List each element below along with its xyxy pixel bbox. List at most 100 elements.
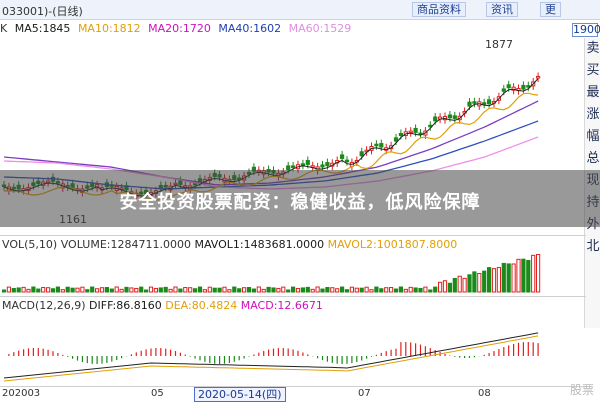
dea-value: DEA:80.4824 xyxy=(165,299,237,312)
macd-bar xyxy=(293,349,294,356)
volume-bar xyxy=(429,290,432,292)
north-tab[interactable]: 北 xyxy=(585,236,600,258)
volume-bar xyxy=(56,287,59,292)
volume-bar xyxy=(306,287,309,292)
axis-divider xyxy=(0,386,586,387)
rise-tab[interactable]: 涨 xyxy=(585,104,600,126)
divider xyxy=(0,235,586,236)
volume-bar xyxy=(213,288,216,292)
watermark: 股票 xyxy=(570,381,594,398)
volume-bar xyxy=(27,289,30,292)
vol-label: VOL(5,10) xyxy=(2,238,57,251)
high-price-label: 1877 xyxy=(485,38,513,51)
volume-bar xyxy=(272,288,275,292)
volume-bar xyxy=(365,287,368,292)
macd-bar xyxy=(327,356,328,362)
volume-bar xyxy=(7,287,10,292)
macd-bar xyxy=(38,348,39,356)
macd-chart xyxy=(0,312,586,386)
volume-bar xyxy=(502,263,505,292)
macd-bar xyxy=(229,356,230,363)
macd-bar xyxy=(155,348,156,356)
macd-bar xyxy=(351,356,352,363)
candle xyxy=(292,166,295,168)
candle xyxy=(453,116,456,119)
product-info-button[interactable]: 商品资料 xyxy=(412,2,466,17)
volume-bar xyxy=(296,288,299,292)
macd-bar xyxy=(513,344,514,356)
volume-bar xyxy=(100,288,103,292)
macd-bar xyxy=(268,350,269,356)
macd-bar xyxy=(337,356,338,364)
volume-bar xyxy=(458,276,461,292)
volume-legend: VOL(5,10) VOLUME:1284711.0000 MAVOL1:148… xyxy=(2,238,457,252)
macd-bar xyxy=(376,355,377,356)
volume-bar xyxy=(497,268,500,292)
macd-bar xyxy=(52,351,53,356)
macd-bar xyxy=(13,352,14,356)
volume-bar xyxy=(409,287,412,292)
volume-bar xyxy=(468,275,471,292)
macd-bar xyxy=(185,355,186,356)
volume-bar xyxy=(316,287,319,292)
macd-legend: MACD(12,26,9) DIFF:86.8160 DEA:80.4824 M… xyxy=(2,299,323,313)
volume-bar xyxy=(51,289,54,292)
macd-bar xyxy=(33,348,34,356)
volume-bar xyxy=(488,268,491,292)
macd-bar xyxy=(180,353,181,356)
volume-bar xyxy=(453,279,456,292)
ma20-label: MA20:1720 xyxy=(148,22,211,35)
volume-bar xyxy=(238,289,241,292)
volume-bar xyxy=(120,289,123,292)
title-bar: 033001)-(日线) 商品资料 资讯 更 xyxy=(0,0,600,20)
total-tab[interactable]: 总 xyxy=(585,148,600,170)
news-button[interactable]: 资讯 xyxy=(486,2,518,17)
volume-bar xyxy=(71,288,74,292)
volume-bar xyxy=(115,287,118,292)
volume-bar xyxy=(292,287,295,292)
volume-bar xyxy=(448,283,451,292)
volume-bar xyxy=(424,287,427,292)
volume-bar xyxy=(194,289,197,292)
volume-bar xyxy=(17,288,20,292)
ma40-label: MA40:1602 xyxy=(218,22,281,35)
macd-bar xyxy=(489,353,490,356)
macd-bar xyxy=(430,348,431,356)
macd-bar xyxy=(204,356,205,362)
macd-bar xyxy=(77,356,78,361)
candle xyxy=(326,163,329,166)
macd-bar xyxy=(322,356,323,360)
macd-bar xyxy=(239,356,240,360)
macd-bar xyxy=(283,348,284,356)
x-label-08: 08 xyxy=(478,388,491,399)
volume-bar xyxy=(159,288,162,292)
volume-bar xyxy=(223,287,226,292)
volume-value: VOLUME:1284711.0000 xyxy=(61,238,191,251)
dea-line xyxy=(4,336,538,381)
banner-title: 安全投资股票配资：稳健收益，低风险保障 xyxy=(0,188,600,214)
macd-bar xyxy=(170,350,171,356)
volume-bar xyxy=(341,287,344,292)
volume-bar xyxy=(130,288,133,292)
price-scale-box[interactable]: 1900 xyxy=(572,23,598,37)
sell-tab[interactable]: 卖 xyxy=(585,38,600,60)
volume-bar xyxy=(76,288,79,292)
volume-bar xyxy=(492,269,495,292)
macd-label: MACD(12,26,9) xyxy=(2,299,86,312)
buy-tab[interactable]: 买 xyxy=(585,60,600,82)
macd-bar xyxy=(121,356,122,358)
volume-bar xyxy=(81,287,84,292)
macd-bar xyxy=(342,356,343,364)
macd-bar xyxy=(8,354,9,356)
volume-bar xyxy=(537,255,540,292)
macd-bar xyxy=(302,352,303,356)
volume-bar xyxy=(203,290,206,292)
volume-bar xyxy=(257,287,260,292)
range-tab[interactable]: 幅 xyxy=(585,126,600,148)
candle xyxy=(321,165,324,167)
latest-tab[interactable]: 最 xyxy=(585,82,600,104)
volume-bar xyxy=(228,290,231,292)
volume-bar xyxy=(532,255,535,292)
macd-bar xyxy=(508,345,509,356)
more-button[interactable]: 更 xyxy=(540,2,561,17)
